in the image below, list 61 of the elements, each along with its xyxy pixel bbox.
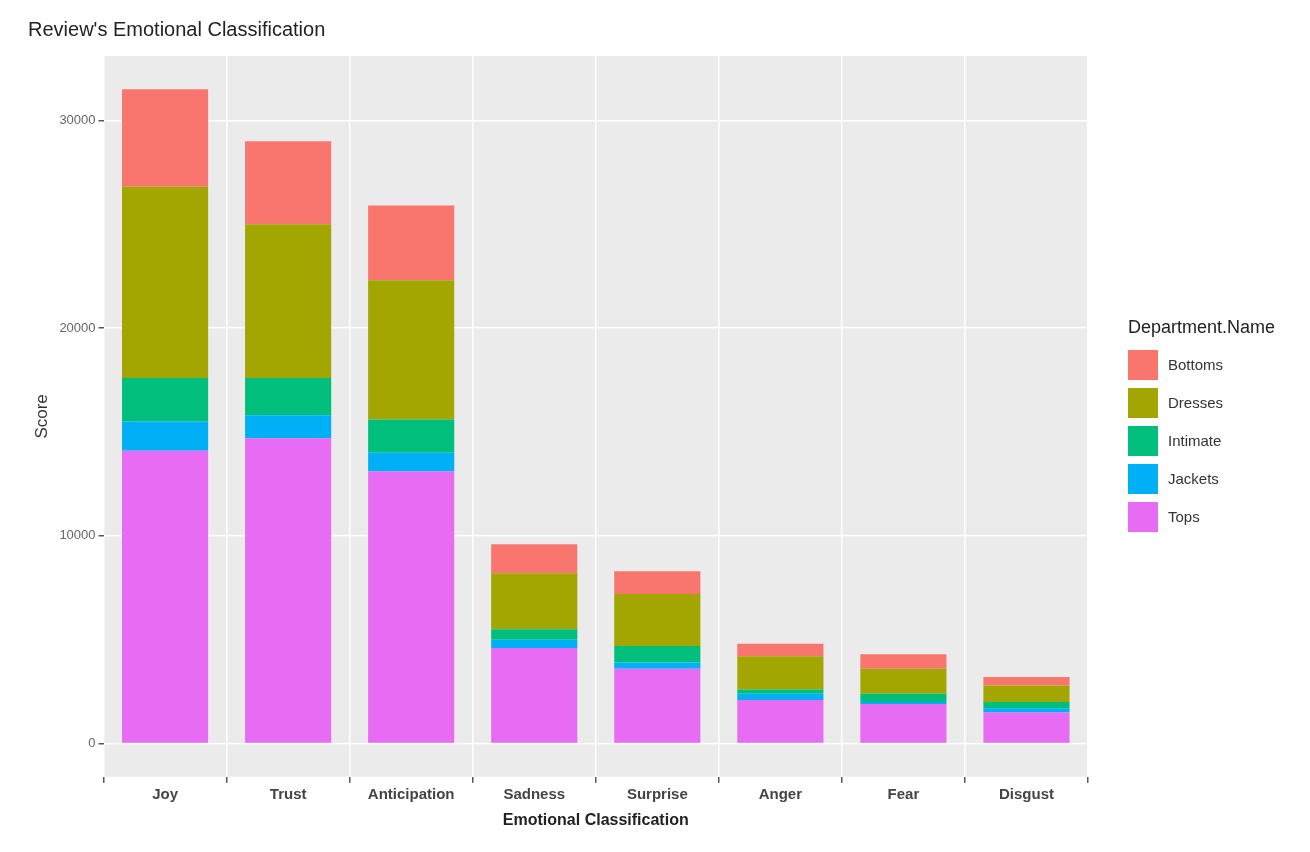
x-tick-label: Anger <box>758 784 803 802</box>
x-tick-label: Anticipation <box>367 784 455 802</box>
y-tick-label: 10000 <box>59 527 96 543</box>
bar <box>368 205 455 281</box>
bar <box>860 654 947 669</box>
bar <box>245 438 332 743</box>
bar <box>368 280 455 420</box>
x-tick-label: Surprise <box>626 784 688 802</box>
legend-label: Dresses <box>1168 394 1224 411</box>
y-tick-label: 20000 <box>59 319 96 335</box>
bar <box>122 421 209 451</box>
bar <box>491 639 578 649</box>
bar <box>614 662 701 669</box>
y-tick-label: 30000 <box>59 111 96 127</box>
bar <box>860 704 947 743</box>
bar <box>983 685 1070 703</box>
bar <box>245 141 332 225</box>
bar <box>614 668 701 743</box>
bar <box>368 452 455 472</box>
x-axis-title: Emotional Classification <box>502 810 689 828</box>
bar <box>368 419 455 453</box>
legend-title: Department.Name <box>1128 316 1276 338</box>
bar <box>860 693 947 703</box>
y-tick-label: 0 <box>88 735 96 751</box>
bar <box>983 712 1070 743</box>
bar <box>245 415 332 439</box>
bar <box>860 668 947 694</box>
bar <box>368 471 455 743</box>
bar <box>491 629 578 640</box>
bar <box>245 224 332 378</box>
x-tick-label: Trust <box>269 784 307 802</box>
legend-label: Intimate <box>1168 432 1222 449</box>
bar <box>614 645 701 663</box>
legend-label: Tops <box>1168 508 1200 525</box>
chart-title: Review's Emotional Classification <box>28 17 326 40</box>
bar <box>122 89 209 187</box>
bar <box>614 594 701 646</box>
bar <box>737 656 824 690</box>
x-tick-label: Disgust <box>998 784 1054 802</box>
bar <box>737 693 824 700</box>
bar <box>983 708 1070 713</box>
x-tick-label: Joy <box>152 784 179 802</box>
bar <box>737 699 824 743</box>
bar <box>491 573 578 630</box>
bar <box>122 186 209 378</box>
bar <box>737 643 824 657</box>
bar <box>122 377 209 422</box>
x-tick-label: Sadness <box>503 784 566 802</box>
bar <box>614 571 701 594</box>
bar <box>245 377 332 416</box>
bar <box>491 544 578 574</box>
bar <box>983 677 1070 686</box>
y-axis-title: Score <box>31 394 51 439</box>
legend-label: Jackets <box>1168 470 1219 487</box>
x-tick-label: Fear <box>887 784 920 802</box>
bar <box>491 648 578 743</box>
bar <box>737 689 824 694</box>
legend-label: Bottoms <box>1168 356 1224 373</box>
bar <box>122 450 209 743</box>
bar <box>860 702 947 705</box>
bar <box>983 702 1070 709</box>
